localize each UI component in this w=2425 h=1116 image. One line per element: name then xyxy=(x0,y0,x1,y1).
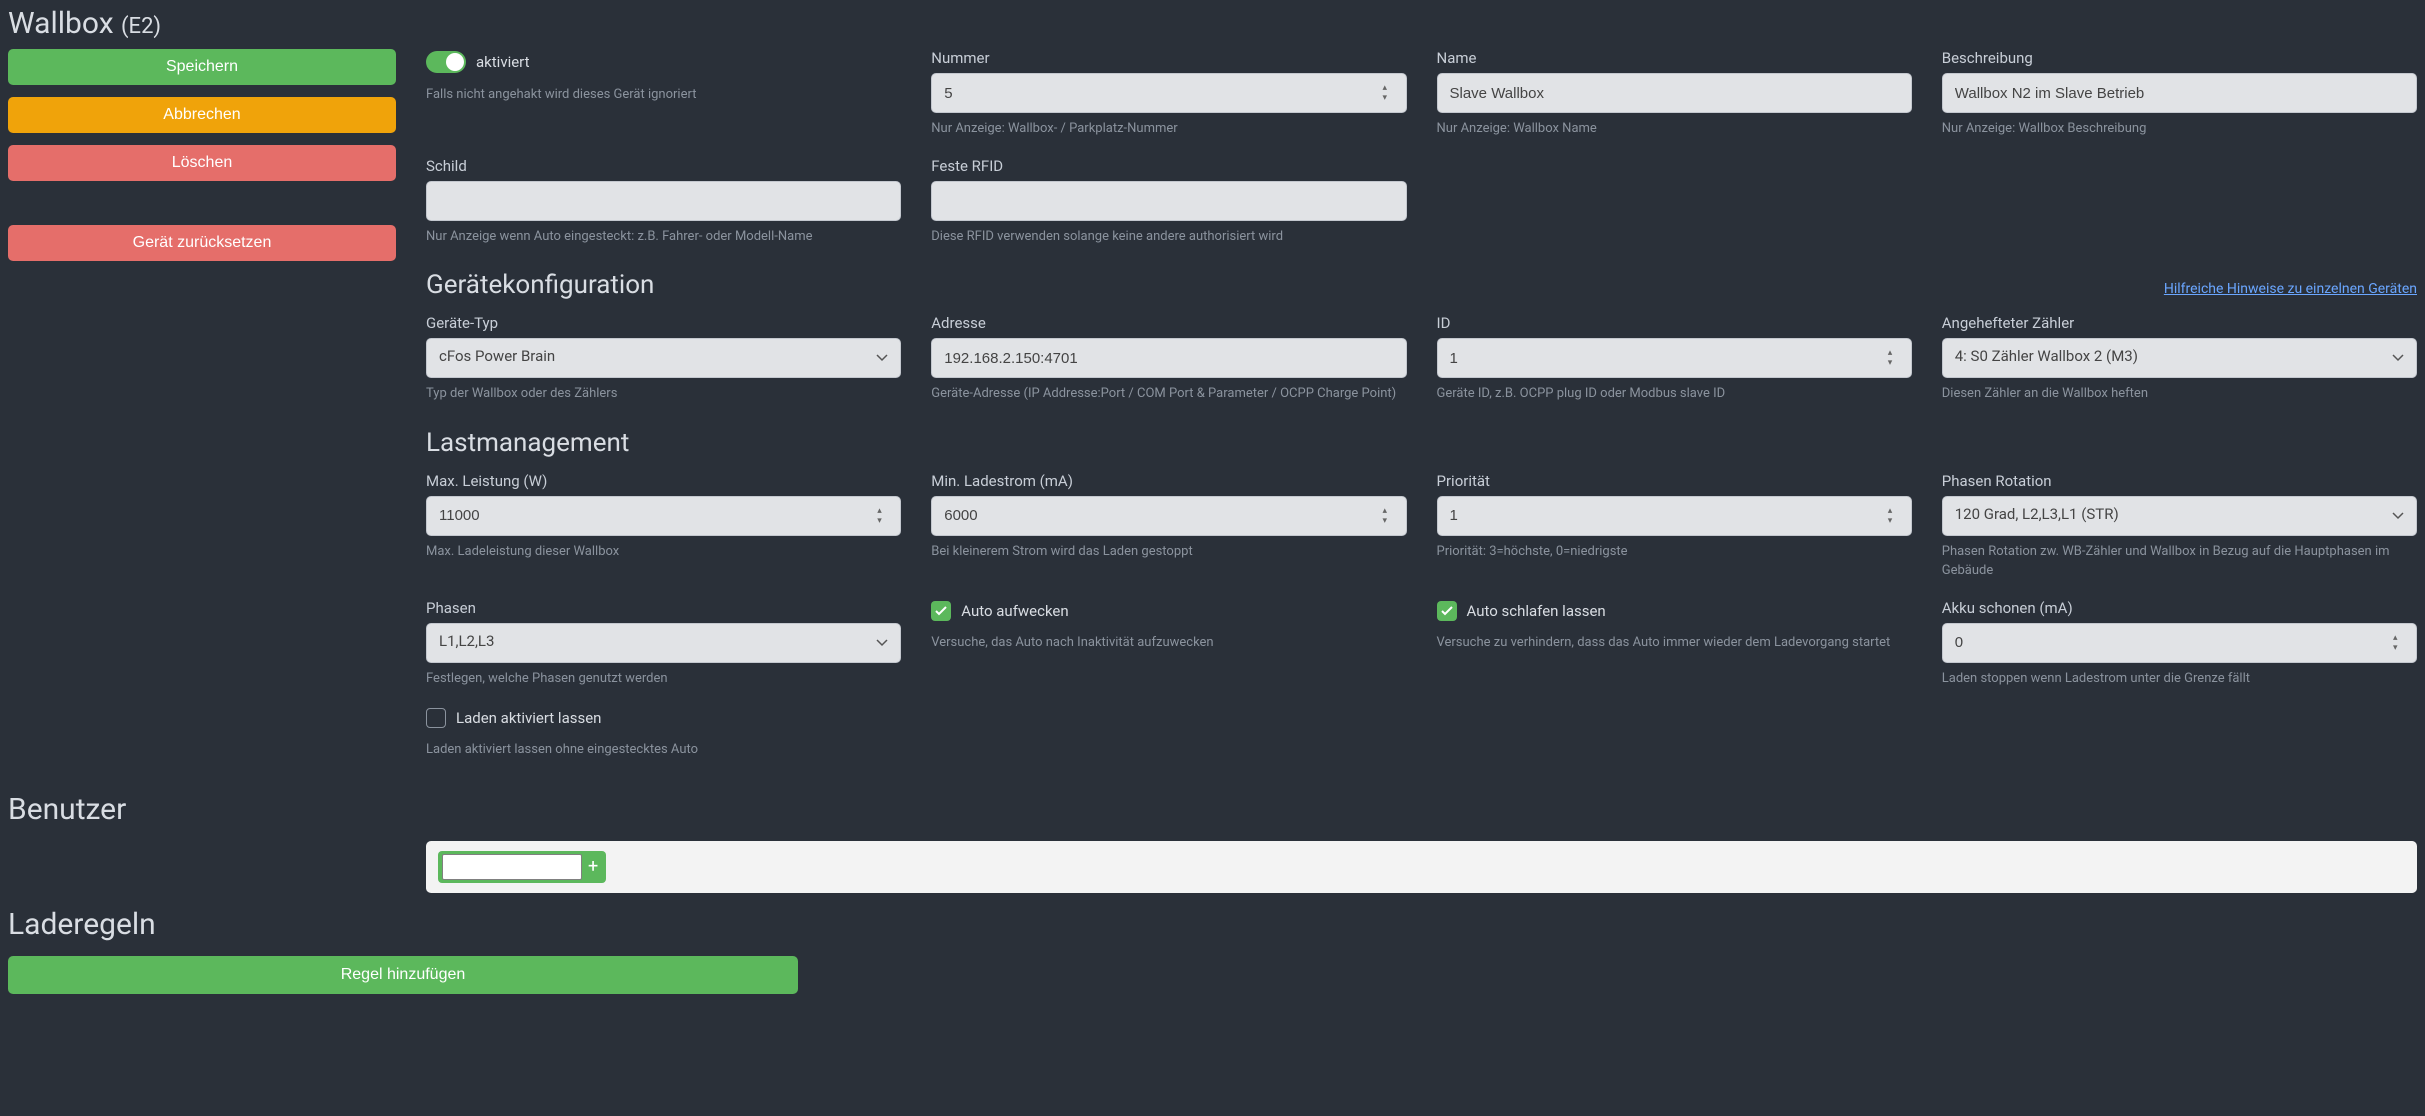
attached-meter-select[interactable]: 4: S0 Zähler Wallbox 2 (M3) xyxy=(1942,338,2417,378)
id-label: ID xyxy=(1437,314,1912,332)
device-type-select[interactable]: cFos Power Brain xyxy=(426,338,901,378)
auto-wake-checkbox[interactable] xyxy=(931,601,951,621)
id-help: Geräte ID, z.B. OCPP plug ID oder Modbus… xyxy=(1437,384,1912,404)
activated-label: aktiviert xyxy=(476,53,530,71)
id-field: ID ▴▾ Geräte ID, z.B. OCPP plug ID oder … xyxy=(1437,314,1912,404)
phases-field: Phasen L1,L2,L3 Festlegen, welche Phasen… xyxy=(426,599,901,689)
load-mgmt-title: Lastmanagement xyxy=(426,428,2417,458)
phase-rotation-help: Phasen Rotation zw. WB-Zähler und Wallbo… xyxy=(1942,542,2417,581)
activated-help: Falls nicht angehakt wird dieses Gerät i… xyxy=(426,85,901,105)
add-rule-button[interactable]: Regel hinzufügen xyxy=(8,956,798,994)
device-type-label: Geräte-Typ xyxy=(426,314,901,332)
name-input[interactable] xyxy=(1437,73,1912,113)
device-type-help: Typ der Wallbox oder des Zählers xyxy=(426,384,901,404)
min-current-label: Min. Ladestrom (mA) xyxy=(931,472,1406,490)
attached-meter-help: Diesen Zähler an die Wallbox heften xyxy=(1942,384,2417,404)
min-current-field: Min. Ladestrom (mA) ▴▾ Bei kleinerem Str… xyxy=(931,472,1406,581)
attached-meter-label: Angehefteter Zähler xyxy=(1942,314,2417,332)
save-button[interactable]: Speichern xyxy=(8,49,396,85)
phases-label: Phasen xyxy=(426,599,901,617)
priority-help: Priorität: 3=höchste, 0=niedrigste xyxy=(1437,542,1912,562)
auto-sleep-checkbox[interactable] xyxy=(1437,601,1457,621)
phases-help: Festlegen, welche Phasen genutzt werden xyxy=(426,669,901,689)
device-config-title: Gerätekonfiguration xyxy=(426,270,654,300)
phase-rotation-field: Phasen Rotation 120 Grad, L2,L3,L1 (STR)… xyxy=(1942,472,2417,581)
schild-input[interactable] xyxy=(426,181,901,221)
users-panel: + xyxy=(426,841,2417,893)
auto-wake-label: Auto aufwecken xyxy=(961,602,1068,620)
priority-field: Priorität ▴▾ Priorität: 3=höchste, 0=nie… xyxy=(1437,472,1912,581)
device-hints-link[interactable]: Hilfreiche Hinweise zu einzelnen Geräten xyxy=(2164,281,2417,297)
phase-rotation-label: Phasen Rotation xyxy=(1942,472,2417,490)
cancel-button[interactable]: Abbrechen xyxy=(8,97,396,133)
auto-sleep-help: Versuche zu verhindern, dass das Auto im… xyxy=(1437,633,1912,653)
schild-label: Schild xyxy=(426,157,901,175)
address-input[interactable] xyxy=(931,338,1406,378)
keep-active-checkbox[interactable] xyxy=(426,708,446,728)
user-add-input[interactable] xyxy=(442,854,582,880)
number-help: Nur Anzeige: Wallbox- / Parkplatz-Nummer xyxy=(931,119,1406,139)
page-title-sub: (E2) xyxy=(121,14,161,39)
attached-meter-field: Angehefteter Zähler 4: S0 Zähler Wallbox… xyxy=(1942,314,2417,404)
number-input[interactable] xyxy=(931,73,1406,113)
akku-schonen-input[interactable] xyxy=(1942,623,2417,663)
number-label: Nummer xyxy=(931,49,1406,67)
address-label: Adresse xyxy=(931,314,1406,332)
description-input[interactable] xyxy=(1942,73,2417,113)
phases-select[interactable]: L1,L2,L3 xyxy=(426,623,901,663)
priority-input[interactable] xyxy=(1437,496,1912,536)
keep-active-field: Laden aktiviert lassen Laden aktiviert l… xyxy=(426,706,901,760)
auto-wake-help: Versuche, das Auto nach Inaktivität aufz… xyxy=(931,633,1406,653)
description-label: Beschreibung xyxy=(1942,49,2417,67)
min-current-input[interactable] xyxy=(931,496,1406,536)
page-title-main: Wallbox xyxy=(8,6,114,41)
activated-toggle[interactable] xyxy=(426,51,466,73)
schild-field: Schild Nur Anzeige wenn Auto eingesteckt… xyxy=(426,157,901,247)
id-input[interactable] xyxy=(1437,338,1912,378)
min-current-help: Bei kleinerem Strom wird das Laden gesto… xyxy=(931,542,1406,562)
akku-schonen-field: Akku schonen (mA) ▴▾ Laden stoppen wenn … xyxy=(1942,599,2417,689)
auto-sleep-label: Auto schlafen lassen xyxy=(1467,602,1606,620)
keep-active-help: Laden aktiviert lassen ohne eingesteckte… xyxy=(426,740,901,760)
auto-wake-field: Auto aufwecken Versuche, das Auto nach I… xyxy=(931,599,1406,689)
keep-active-label: Laden aktiviert lassen xyxy=(456,709,601,727)
number-field: Nummer ▴▾ Nur Anzeige: Wallbox- / Parkpl… xyxy=(931,49,1406,139)
max-power-help: Max. Ladeleistung dieser Wallbox xyxy=(426,542,901,562)
phase-rotation-select[interactable]: 120 Grad, L2,L3,L1 (STR) xyxy=(1942,496,2417,536)
rules-title: Laderegeln xyxy=(8,907,2417,942)
device-type-field: Geräte-Typ cFos Power Brain Typ der Wall… xyxy=(426,314,901,404)
name-field: Name Nur Anzeige: Wallbox Name xyxy=(1437,49,1912,139)
auto-sleep-field: Auto schlafen lassen Versuche zu verhind… xyxy=(1437,599,1912,689)
action-button-column: Speichern Abbrechen Löschen Gerät zurück… xyxy=(8,49,396,778)
form-area: aktiviert Falls nicht angehakt wird dies… xyxy=(426,49,2417,778)
address-field: Adresse Geräte-Adresse (IP Addresse:Port… xyxy=(931,314,1406,404)
users-title: Benutzer xyxy=(8,792,2417,827)
user-add-plus-icon[interactable]: + xyxy=(584,856,602,877)
rfid-field: Feste RFID Diese RFID verwenden solange … xyxy=(931,157,1406,247)
rfid-input[interactable] xyxy=(931,181,1406,221)
akku-schonen-help: Laden stoppen wenn Ladestrom unter die G… xyxy=(1942,669,2417,689)
schild-help: Nur Anzeige wenn Auto eingesteckt: z.B. … xyxy=(426,227,901,247)
page-title: Wallbox (E2) xyxy=(8,6,2417,41)
name-label: Name xyxy=(1437,49,1912,67)
activation-field: aktiviert Falls nicht angehakt wird dies… xyxy=(426,49,901,139)
reset-device-button[interactable]: Gerät zurücksetzen xyxy=(8,225,396,261)
name-help: Nur Anzeige: Wallbox Name xyxy=(1437,119,1912,139)
max-power-input[interactable] xyxy=(426,496,901,536)
user-add-control: + xyxy=(438,851,606,883)
priority-label: Priorität xyxy=(1437,472,1912,490)
description-field: Beschreibung Nur Anzeige: Wallbox Beschr… xyxy=(1942,49,2417,139)
akku-schonen-label: Akku schonen (mA) xyxy=(1942,599,2417,617)
rfid-label: Feste RFID xyxy=(931,157,1406,175)
description-help: Nur Anzeige: Wallbox Beschreibung xyxy=(1942,119,2417,139)
rfid-help: Diese RFID verwenden solange keine ander… xyxy=(931,227,1406,247)
max-power-label: Max. Leistung (W) xyxy=(426,472,901,490)
address-help: Geräte-Adresse (IP Addresse:Port / COM P… xyxy=(931,384,1406,404)
max-power-field: Max. Leistung (W) ▴▾ Max. Ladeleistung d… xyxy=(426,472,901,581)
delete-button[interactable]: Löschen xyxy=(8,145,396,181)
